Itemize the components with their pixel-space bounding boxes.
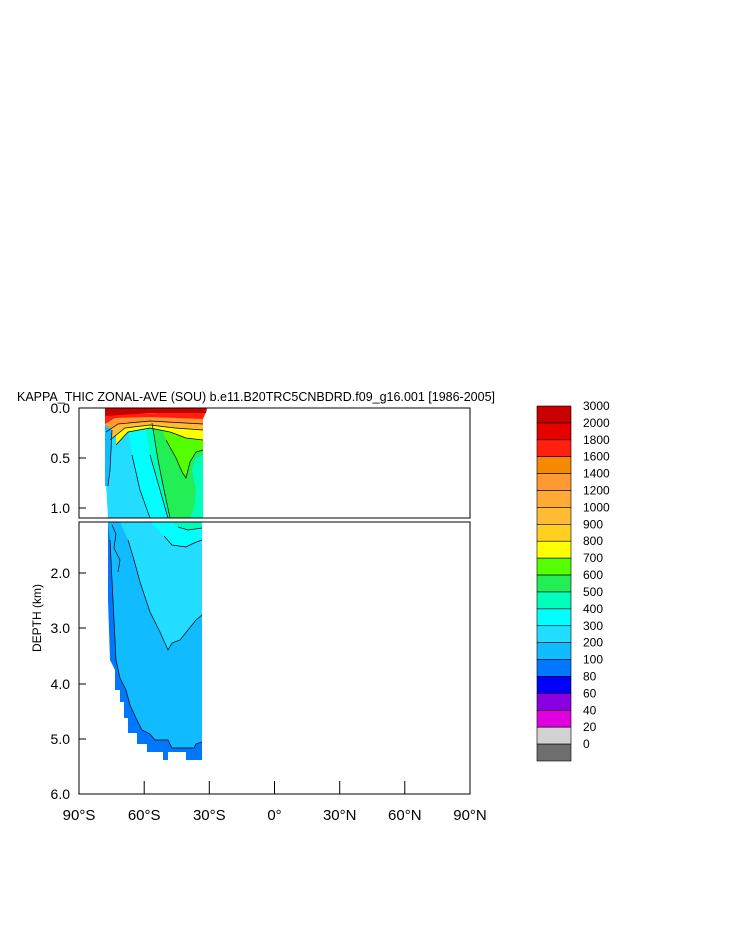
- field-upper-1400: [106, 416, 203, 432]
- colorbar-label-20: 20: [583, 720, 597, 734]
- x-tick-label-0: 0°: [267, 807, 281, 824]
- x-tick-label-30s: 30°S: [193, 807, 226, 824]
- x-tick-label-30n: 30°N: [323, 807, 357, 824]
- contour-upper-7: [131, 454, 151, 518]
- colorbar-swatch-20: [536, 726, 572, 745]
- colorbar-swatch-600: [536, 574, 572, 593]
- contour-lower-3: [177, 526, 203, 531]
- contour-upper-6: [149, 454, 169, 518]
- y-tick-label-3: 3.0: [51, 620, 71, 636]
- colorbar-label-1000: 1000: [583, 500, 610, 514]
- colorbar-label-400: 400: [583, 602, 603, 616]
- colorbar-label-0: 0: [583, 737, 590, 751]
- y-tick-label-0: 0.0: [51, 400, 71, 416]
- contour-lower-1: [127, 539, 203, 651]
- x-tick-label-60s: 60°S: [128, 807, 161, 824]
- colorbar-swatch-400: [536, 608, 572, 627]
- colorbar-swatch-1600: [536, 456, 572, 474]
- field-lower-600: [172, 522, 202, 530]
- upper-panel-field: [105, 408, 207, 518]
- contour-lower-4: [109, 539, 203, 749]
- colorbar-swatch-0: [536, 743, 572, 762]
- y-tick-label-4: 4.0: [51, 676, 71, 692]
- colorbar-swatch-500: [536, 591, 572, 610]
- colorbar-label-40: 40: [583, 703, 597, 717]
- x-tick-label-60n: 60°N: [388, 807, 422, 824]
- colorbar-label-1200: 1200: [583, 484, 610, 498]
- field-upper-west-edge: [105, 425, 112, 486]
- contour-upper-5: [157, 459, 171, 518]
- colorbar-label-2000: 2000: [583, 416, 610, 430]
- contour-upper-9: [151, 422, 159, 461]
- colorbar-swatch-300: [536, 625, 572, 643]
- field-upper-1800: [105, 412, 206, 424]
- colorbar-swatch-1400: [536, 473, 572, 491]
- colorbar-label-800: 800: [583, 534, 603, 548]
- x-tick-label-90n: 90°N: [453, 807, 487, 824]
- lower-y-axis: 2.0 3.0 4.0 5.0 6.0: [51, 565, 86, 802]
- contour-lower-5: [111, 524, 121, 573]
- colorbar: 3000200018001600140012001000900800700600…: [536, 399, 610, 762]
- colorbar-swatch-3000: [536, 405, 572, 424]
- colorbar-label-1400: 1400: [583, 467, 610, 481]
- colorbar-swatch-100: [536, 659, 572, 677]
- lower-panel-field: [108, 522, 203, 760]
- colorbar-label-1600: 1600: [583, 450, 610, 464]
- x-tick-label-90s: 90°S: [63, 807, 96, 824]
- colorbar-swatch-900: [536, 524, 572, 542]
- contour-lower-2: [163, 535, 203, 548]
- colorbar-swatch-1000: [536, 507, 572, 525]
- field-upper-3000: [105, 408, 207, 416]
- upper-panel-frame: [78, 407, 471, 519]
- chart-title: KAPPA_THIC ZONAL-AVE (SOU) b.e11.B20TRC5…: [17, 390, 495, 404]
- contour-upper-4: [165, 439, 204, 479]
- colorbar-label-60: 60: [583, 686, 597, 700]
- colorbar-swatch-80: [536, 676, 572, 694]
- contour-upper-1: [105, 420, 204, 433]
- colorbar-label-1800: 1800: [583, 433, 610, 447]
- colorbar-swatch-200: [536, 642, 572, 660]
- contour-upper-3: [115, 427, 204, 446]
- x-axis: 90°S 60°S 30°S 0° 30°N 60°N 90°N: [63, 781, 487, 824]
- y-tick-label-2: 2.0: [51, 565, 71, 581]
- y-tick-label-0.5: 0.5: [51, 450, 71, 466]
- y-tick-label-6: 6.0: [51, 786, 71, 802]
- colorbar-label-3000: 3000: [583, 399, 610, 413]
- colorbar-swatch-800: [536, 540, 572, 559]
- colorbar-label-200: 200: [583, 636, 603, 650]
- colorbar-label-600: 600: [583, 568, 603, 582]
- colorbar-label-900: 900: [583, 517, 603, 531]
- field-upper-1000: [110, 418, 203, 440]
- y-axis-label: DEPTH (km): [30, 584, 44, 652]
- colorbar-label-300: 300: [583, 619, 603, 633]
- colorbar-swatch-60: [536, 693, 572, 711]
- y-tick-label-5: 5.0: [51, 731, 71, 747]
- y-tick-label-1: 1.0: [51, 500, 71, 516]
- colorbar-swatch-40: [536, 709, 572, 728]
- upper-y-axis: 0.0 0.5 1.0: [51, 400, 86, 516]
- colorbar-label-700: 700: [583, 551, 603, 565]
- colorbar-swatch-700: [536, 557, 572, 576]
- colorbar-label-500: 500: [583, 585, 603, 599]
- colorbar-label-100: 100: [583, 653, 603, 667]
- colorbar-label-80: 80: [583, 669, 597, 683]
- colorbar-swatch-1200: [536, 490, 572, 508]
- colorbar-swatch-1800: [536, 439, 572, 458]
- field-lower-400: [120, 522, 202, 650]
- contour-upper-2: [109, 424, 204, 441]
- contour-upper-8: [107, 429, 113, 487]
- colorbar-swatch-2000: [536, 422, 572, 441]
